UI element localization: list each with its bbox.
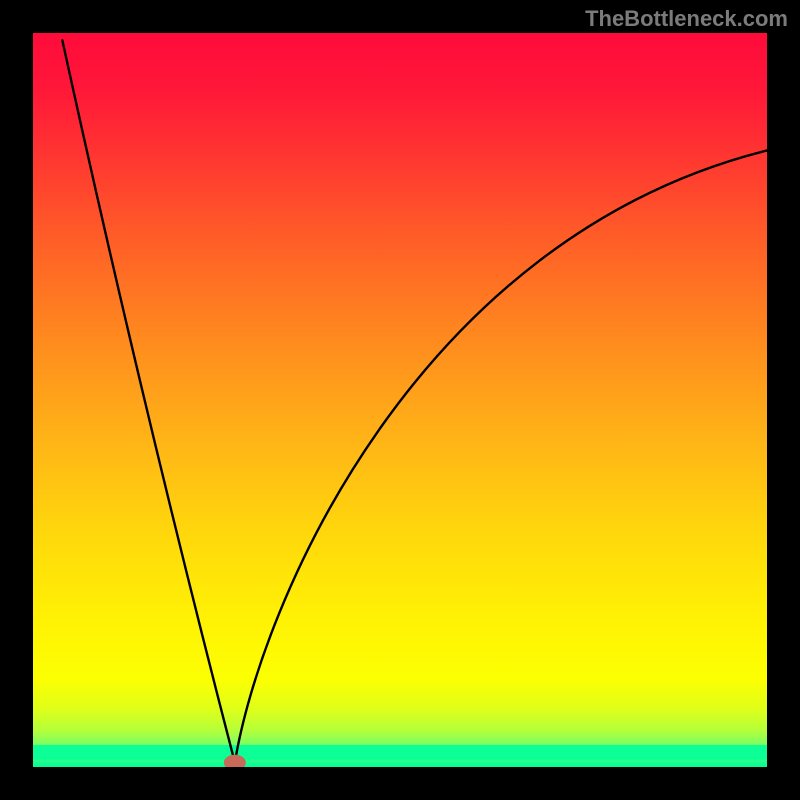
plot-border-bottom: [0, 767, 800, 800]
plot-border-left: [0, 0, 33, 800]
figure-container: TheBottleneck.com: [0, 0, 800, 800]
bottleneck-chart: [0, 0, 800, 800]
watermark-text: TheBottleneck.com: [585, 6, 788, 32]
plot-border-right: [767, 0, 800, 800]
optimal-band: [33, 745, 767, 760]
